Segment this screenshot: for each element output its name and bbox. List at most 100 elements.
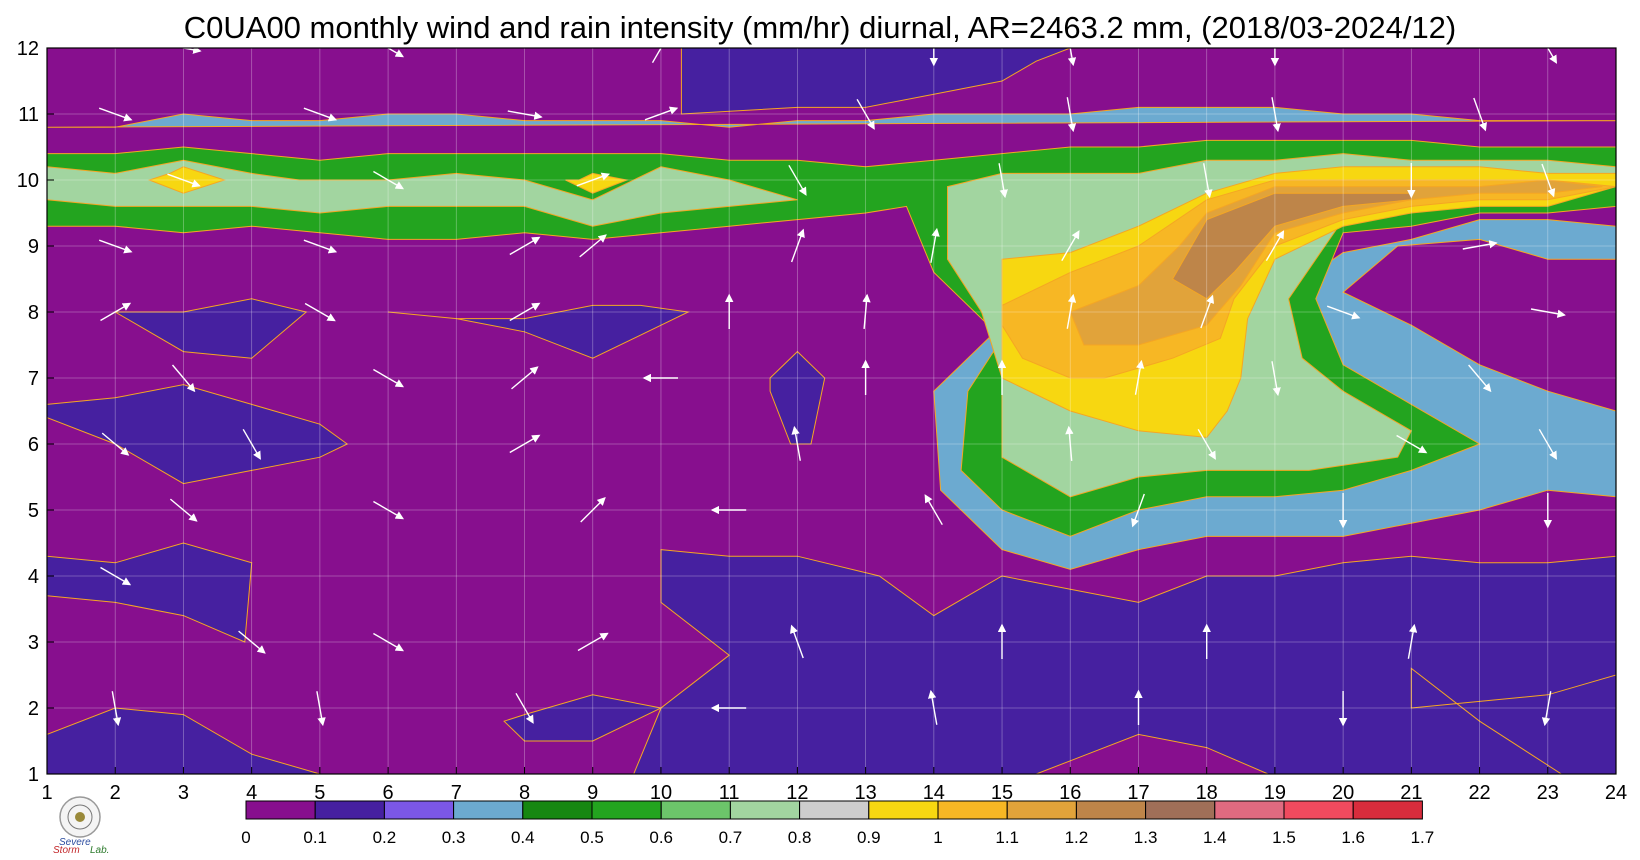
wind-arrow-29 — [1197, 428, 1216, 460]
wind-arrow-60 — [373, 170, 405, 190]
logo-seal-inner-icon — [67, 804, 93, 830]
contour-0.9-region-1 — [147, 166, 227, 194]
contour-0.9-region-2 — [565, 172, 629, 194]
x-tick-label-19: 19 — [1264, 782, 1286, 804]
wind-arrow-69 — [507, 110, 543, 120]
wind-arrow-45 — [862, 293, 871, 329]
x-tick-label-1: 1 — [41, 782, 52, 804]
wind-arrow-21 — [1131, 493, 1145, 528]
colorbar-swatch-13 — [1145, 800, 1216, 820]
colorbar-swatch-10 — [937, 800, 1008, 820]
x-tick-label-16: 16 — [1059, 782, 1081, 804]
wind-arrow-33 — [373, 368, 405, 388]
wind-arrow-61 — [576, 172, 611, 187]
contour-0.1-region-8 — [680, 48, 1071, 115]
colorbar-swatch-1 — [314, 800, 385, 820]
wind-arrow-40 — [1468, 364, 1492, 393]
wind-arrow-66 — [1541, 163, 1556, 198]
x-tick-label-22: 22 — [1468, 782, 1490, 804]
wind-arrow-43 — [509, 302, 541, 322]
colorbar-swatch-9 — [868, 800, 939, 820]
x-tick-label-12: 12 — [786, 782, 808, 804]
wind-arrow-63 — [998, 163, 1008, 199]
wind-arrow-9 — [238, 630, 266, 654]
wind-arrow-58 — [1462, 240, 1498, 250]
x-tick-label-11: 11 — [719, 782, 740, 804]
y-tick-label-10: 10 — [17, 170, 39, 192]
colorbar-label-9: 0.9 — [857, 828, 881, 847]
wind-arrow-38 — [1134, 359, 1145, 395]
wind-arrow-11 — [577, 632, 609, 652]
colorbar-swatch-14 — [1214, 800, 1285, 820]
colorbar-label-13: 1.3 — [1134, 828, 1158, 847]
wind-arrow-51 — [303, 239, 338, 254]
colorbar-label-11: 1.1 — [995, 828, 1019, 847]
x-tick-label-23: 23 — [1537, 782, 1559, 804]
x-tick-label-15: 15 — [991, 782, 1013, 804]
wind-arrow-57 — [1265, 230, 1285, 262]
colorbar-label-12: 1.2 — [1065, 828, 1089, 847]
x-tick-label-18: 18 — [1196, 782, 1218, 804]
wind-arrow-59 — [167, 173, 201, 188]
colorbar: 0 0.1 0.2 0.3 0.4 0.5 0.6 0.7 0.8 0.9 1 1.1 1.2 1.3 1.… — [241, 800, 1434, 847]
wind-arrow-42 — [304, 302, 336, 322]
wind-arrow-64 — [1203, 163, 1213, 199]
colorbar-label-6: 0.6 — [649, 828, 673, 847]
wind-arrow-77 — [651, 48, 662, 64]
wind-arrow-52 — [509, 236, 541, 256]
logo-text-storm: Storm — [53, 845, 80, 856]
x-tick-label-2: 2 — [110, 782, 121, 804]
storm-lab-logo: Severe Storm Lab. — [53, 796, 109, 856]
logo-seal-center-icon — [75, 812, 85, 822]
y-tick-label-4: 4 — [28, 566, 39, 588]
wind-arrow-8 — [100, 566, 132, 586]
wind-arrow-68 — [303, 107, 338, 122]
x-tick-label-7: 7 — [451, 782, 462, 804]
x-tick-label-3: 3 — [178, 782, 189, 804]
wind-arrow-20 — [924, 494, 943, 526]
wind-arrow-55 — [930, 227, 940, 263]
contour-1.1-region-0 — [1069, 179, 1603, 346]
x-tick-label-4: 4 — [246, 782, 257, 804]
colorbar-label-10: 1 — [933, 828, 942, 847]
wind-arrow-54 — [790, 228, 805, 263]
wind-arrow-47 — [1200, 294, 1215, 329]
colorbar-swatch-16 — [1352, 800, 1423, 820]
wind-arrow-1 — [316, 691, 326, 727]
x-tick-label-17: 17 — [1127, 782, 1149, 804]
x-tick-label-5: 5 — [314, 782, 325, 804]
colorbar-swatch-12 — [1075, 800, 1147, 820]
wind-arrow-31 — [1538, 428, 1558, 460]
chart-title: C0UA00 monthly wind and rain intensity (… — [184, 10, 1457, 45]
y-tick-label-1: 1 — [28, 764, 39, 786]
plot-frame — [46, 47, 1617, 775]
colorbar-label-0: 0 — [241, 828, 250, 847]
y-tick-label-5: 5 — [28, 500, 39, 522]
x-axis: 1 2 3 4 5 6 7 8 9 10 11 12 13 14 15 16 17 18 19 20 21 22 23 24 — [41, 767, 1627, 804]
x-tick-label-24: 24 — [1605, 782, 1627, 804]
colorbar-label-14: 1.4 — [1203, 828, 1227, 847]
wind-arrow-67 — [98, 107, 133, 122]
contour-layer — [47, 48, 1616, 774]
wind-arrow-28 — [1065, 425, 1074, 461]
y-tick-label-2: 2 — [28, 698, 39, 720]
x-tick-label-20: 20 — [1332, 782, 1354, 804]
wind-arrow-16 — [169, 498, 198, 522]
wind-arrow-17 — [373, 500, 405, 520]
colorbar-swatch-2 — [383, 800, 455, 820]
wind-arrow-7 — [1541, 691, 1552, 727]
colorbar-label-3: 0.3 — [442, 828, 466, 847]
x-tick-label-13: 13 — [854, 782, 876, 804]
colorbar-label-2: 0.2 — [373, 828, 397, 847]
wind-arrow-10 — [373, 632, 405, 652]
contour-1.2-region-0 — [1171, 192, 1412, 300]
contour-0.1-region-9 — [1410, 667, 1616, 774]
wind-arrow-70 — [644, 106, 679, 121]
contour-0.1-region-6 — [633, 549, 1616, 774]
wind-arrow-56 — [1061, 230, 1080, 262]
contour-0.1-region-7 — [503, 694, 663, 742]
logo-text-lab: Lab. — [90, 845, 109, 856]
wind-arrow-74 — [1473, 97, 1487, 132]
wind-arrow-39 — [1271, 361, 1281, 397]
